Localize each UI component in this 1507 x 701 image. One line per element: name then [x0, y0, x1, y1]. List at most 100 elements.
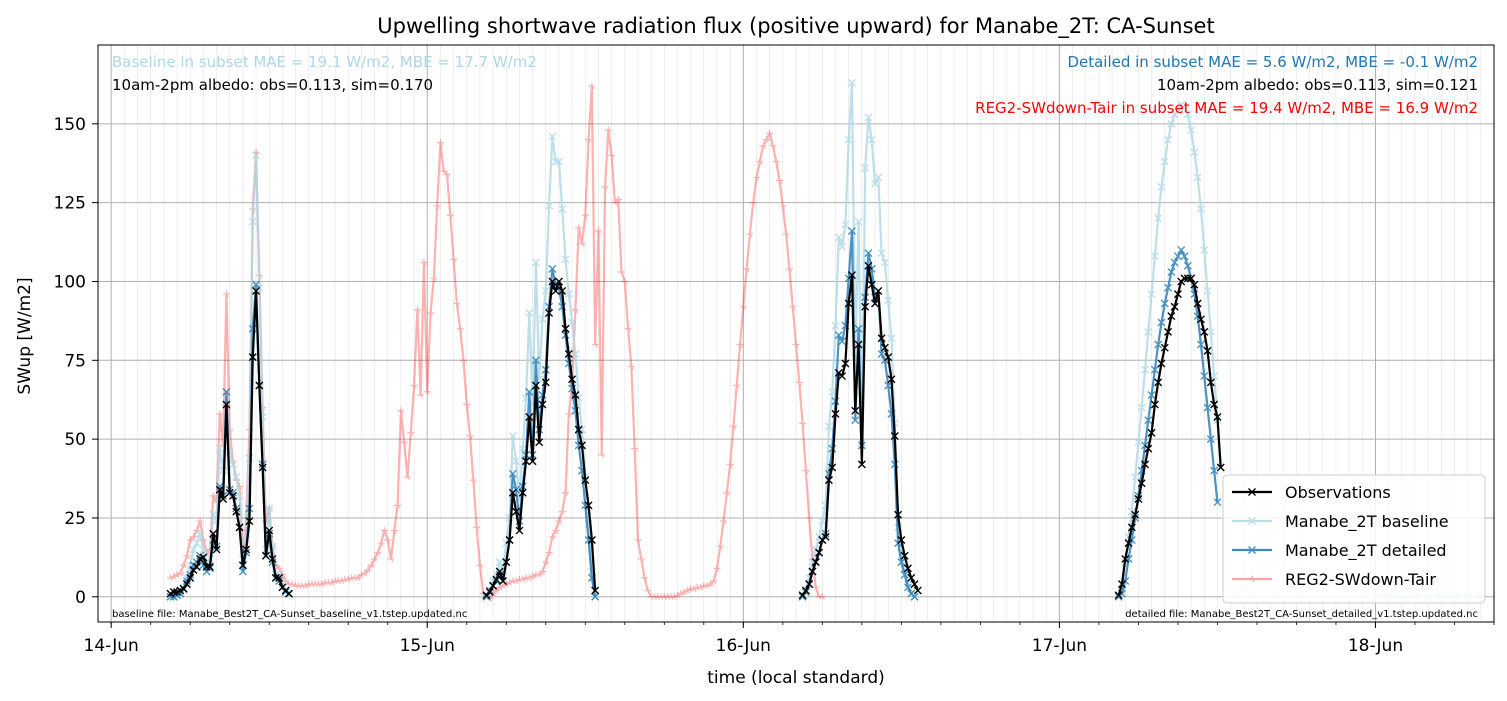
- data-point: [515, 575, 523, 583]
- data-point: [637, 555, 645, 563]
- data-point: [535, 438, 544, 447]
- data-point: [502, 558, 511, 567]
- data-point: [232, 472, 241, 481]
- data-point: [1167, 312, 1176, 321]
- series-observations: [166, 261, 1225, 600]
- data-point: [571, 306, 579, 314]
- data-point: [561, 255, 570, 264]
- data-point: [585, 136, 593, 143]
- data-point: [733, 382, 741, 389]
- data-point: [828, 463, 837, 472]
- data-point: [884, 381, 893, 390]
- data-point: [209, 492, 217, 500]
- data-point: [1206, 378, 1215, 387]
- data-point: [397, 407, 405, 414]
- data-point: [700, 582, 708, 589]
- data-point: [235, 523, 244, 532]
- data-point: [667, 593, 675, 600]
- data-point: [604, 126, 612, 134]
- y-tick-label: 50: [64, 430, 86, 450]
- data-point: [670, 593, 678, 600]
- data-point: [485, 588, 494, 597]
- data-point: [834, 233, 843, 242]
- data-point: [506, 579, 514, 586]
- data-point: [380, 527, 388, 534]
- data-point: [890, 431, 899, 440]
- data-point: [801, 586, 810, 595]
- data-point: [627, 363, 635, 370]
- data-point: [367, 561, 375, 569]
- data-point: [808, 567, 817, 576]
- series-manabe-2t-detailed: [166, 227, 1222, 601]
- data-point: [554, 157, 563, 166]
- data-point: [588, 82, 596, 90]
- data-point: [798, 592, 807, 601]
- data-point: [235, 491, 244, 500]
- data-point: [169, 588, 178, 597]
- data-point: [577, 441, 586, 450]
- data-point: [752, 173, 760, 181]
- data-point: [548, 264, 557, 273]
- data-point: [199, 553, 208, 562]
- data-point: [601, 183, 609, 191]
- reg2-stats-annotation: REG2-SWdown-Tair in subset MAE = 19.4 W/…: [975, 99, 1478, 117]
- data-point: [841, 359, 850, 368]
- data-point: [1173, 252, 1182, 261]
- data-point: [568, 375, 577, 384]
- data-point: [505, 536, 514, 545]
- data-point: [552, 527, 560, 534]
- data-point: [1160, 343, 1169, 352]
- data-point: [811, 558, 820, 567]
- data-point: [1150, 365, 1159, 374]
- data-point: [1134, 495, 1143, 504]
- data-point: [413, 306, 421, 314]
- data-point: [334, 577, 342, 585]
- data-point: [847, 227, 856, 236]
- data-point: [1167, 119, 1176, 128]
- data-point: [1157, 182, 1166, 191]
- data-point: [871, 299, 880, 308]
- data-point: [854, 324, 863, 333]
- data-point: [762, 136, 770, 143]
- data-point: [564, 290, 573, 299]
- data-point: [805, 514, 813, 522]
- x-axis-label: time (local standard): [707, 668, 885, 688]
- data-point: [508, 431, 517, 440]
- data-point: [525, 574, 533, 582]
- data-point: [818, 517, 827, 526]
- data-point: [1154, 378, 1163, 387]
- data-point: [512, 457, 521, 466]
- data-point: [219, 495, 228, 504]
- data-point: [621, 277, 629, 285]
- legend-label: REG2-SWdown-Tair: [1285, 570, 1436, 589]
- data-point: [611, 199, 619, 206]
- data-point: [1164, 283, 1173, 292]
- data-point: [301, 582, 309, 589]
- data-point: [650, 593, 658, 600]
- data-point: [565, 410, 573, 418]
- data-point: [321, 579, 329, 586]
- data-point: [571, 350, 580, 358]
- legend-swatch: [1232, 488, 1272, 496]
- data-point: [1150, 400, 1159, 409]
- data-point: [693, 583, 701, 591]
- data-point: [1157, 318, 1166, 327]
- data-point: [202, 562, 211, 571]
- legend-swatch: [1232, 517, 1272, 525]
- data-point: [591, 592, 600, 601]
- data-point: [1180, 104, 1189, 113]
- data-point: [1144, 416, 1153, 425]
- data-point: [1137, 403, 1146, 412]
- detailed-file-annotation: detailed file: Manabe_Best2T_CA-Sunset_d…: [1125, 609, 1478, 620]
- data-point: [857, 460, 866, 469]
- data-point: [1154, 340, 1163, 349]
- data-point: [1200, 327, 1209, 336]
- data-point: [315, 580, 323, 588]
- data-point: [525, 309, 534, 317]
- data-point: [844, 299, 853, 308]
- data-point: [910, 592, 919, 601]
- data-point: [545, 201, 554, 210]
- data-point: [913, 586, 922, 595]
- data-point: [720, 517, 728, 525]
